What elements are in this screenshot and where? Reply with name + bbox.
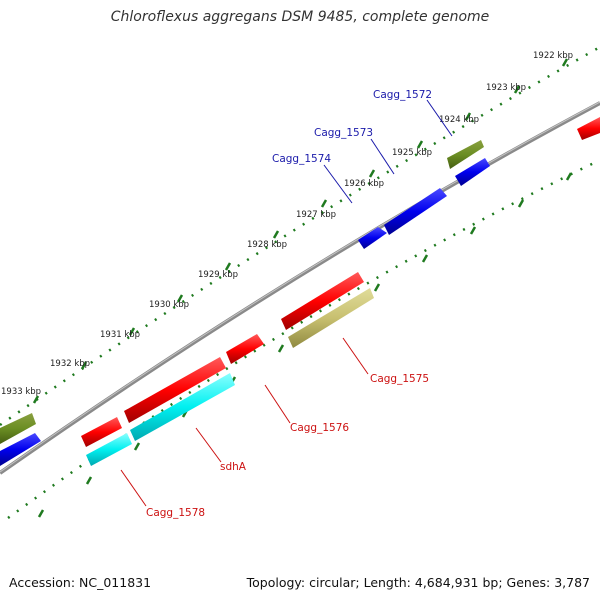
inner-tick-ring: [7, 158, 600, 520]
gene-upper-long[interactable]: [124, 357, 226, 423]
accession-text: Accession: NC_011831: [9, 575, 152, 590]
tick-label-1929: 1929 kbp: [198, 270, 238, 280]
genome-summary-text: Topology: circular; Length: 4,684,931 bp…: [246, 575, 590, 590]
gene-sdha[interactable]: [130, 373, 235, 441]
gene-cagg-1578[interactable]: [86, 433, 132, 466]
genome-backbone-highlight: [0, 101, 600, 473]
gene-left-olive[interactable]: [0, 413, 36, 444]
tick-label-1926: 1926 kbp: [344, 179, 384, 189]
gene-cagg-1573[interactable]: [384, 188, 447, 235]
tick-label-1922: 1922 kbp: [533, 51, 573, 61]
label-cagg-1572[interactable]: Cagg_1572: [373, 89, 432, 101]
gene-cagg-1576-upper[interactable]: [226, 334, 264, 364]
tick-label-1932: 1932 kbp: [50, 359, 90, 369]
gene-cagg-1572[interactable]: [447, 140, 484, 169]
map-title: Chloroflexus aggregans DSM 9485, complet…: [110, 9, 490, 25]
outer-major-ticks: [32, 58, 569, 404]
tick-label-1930: 1930 kbp: [149, 300, 189, 310]
leader-lines: [120, 99, 453, 507]
label-cagg-1573[interactable]: Cagg_1573: [314, 127, 373, 139]
label-cagg-1574[interactable]: Cagg_1574: [272, 153, 331, 165]
label-cagg-1578[interactable]: Cagg_1578: [146, 507, 205, 519]
gene-upper-short[interactable]: [81, 417, 122, 447]
gene-cagg-1572-inner[interactable]: [455, 158, 490, 186]
label-sdha[interactable]: sdhA: [220, 461, 247, 473]
label-cagg-1575[interactable]: Cagg_1575: [370, 373, 429, 385]
tick-label-1928: 1928 kbp: [247, 240, 287, 250]
tick-label-1924: 1924 kbp: [439, 115, 479, 125]
label-cagg-1576[interactable]: Cagg_1576: [290, 422, 349, 434]
gene-left-blue[interactable]: [0, 433, 41, 466]
tick-label-1933: 1933 kbp: [1, 387, 41, 397]
gene-right-red[interactable]: [577, 117, 600, 140]
tick-label-1925: 1925 kbp: [392, 148, 432, 158]
gene-cagg-1574[interactable]: [358, 227, 387, 249]
tick-label-1923: 1923 kbp: [486, 83, 526, 93]
tick-label-1927: 1927 kbp: [296, 210, 336, 220]
gene-cagg-1575-upper[interactable]: [281, 272, 364, 330]
tick-label-1931: 1931 kbp: [100, 330, 140, 340]
gene-cagg-1575[interactable]: [288, 288, 374, 348]
genome-backbone: [0, 101, 600, 475]
